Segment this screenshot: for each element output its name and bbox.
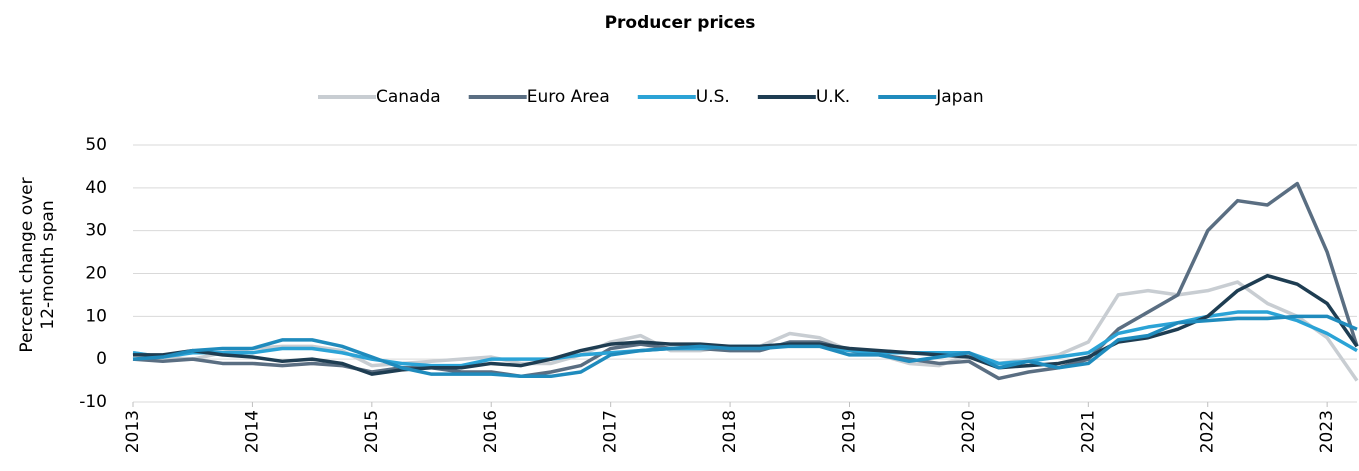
x-tick-label: 2014 [242, 410, 262, 453]
legend-label: U.S. [696, 87, 730, 107]
chart-title: Producer prices [605, 13, 756, 33]
legend-label: Canada [376, 87, 441, 107]
series-line [132, 310, 1358, 368]
y-tick-label: -10 [79, 392, 107, 412]
y-tick-label: 0 [96, 349, 107, 369]
x-tick-label: 2016 [481, 410, 501, 453]
y-tick-label: 50 [85, 135, 107, 155]
series-line [132, 181, 1359, 381]
y-tick-label: 20 [85, 264, 107, 284]
x-tick-label: 2021 [1078, 410, 1098, 453]
y-tick-label: 10 [85, 306, 107, 326]
x-tick-label: 2015 [362, 410, 382, 453]
legend-label: U.K. [816, 87, 850, 107]
x-tick-label: 2020 [959, 410, 979, 453]
x-tick-label: 2019 [839, 410, 859, 453]
x-tick-label: 2013 [123, 410, 143, 453]
y-axis-label: 12-month span [38, 200, 58, 329]
series-line [133, 273, 1359, 376]
y-axis-label: Percent change over [17, 177, 37, 352]
y-tick-label: 30 [85, 221, 107, 241]
x-tick-label: 2023 [1317, 410, 1337, 453]
y-tick-label: 40 [85, 178, 107, 198]
series-line [132, 314, 1358, 379]
x-tick-label: 2018 [720, 410, 740, 453]
x-tick-label: 2017 [601, 410, 621, 453]
x-tick-label: 2022 [1198, 410, 1218, 453]
legend-label: Euro Area [527, 87, 610, 107]
legend-label: Japan [935, 87, 983, 107]
